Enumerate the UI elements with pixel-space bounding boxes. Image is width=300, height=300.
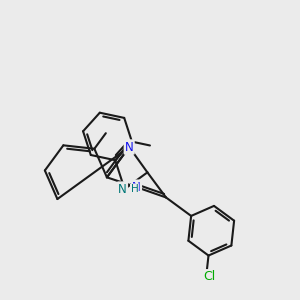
Text: Cl: Cl — [203, 270, 215, 283]
Text: N: N — [125, 140, 134, 154]
Text: N: N — [118, 182, 127, 196]
Text: N: N — [132, 181, 141, 194]
Text: H: H — [130, 184, 138, 194]
